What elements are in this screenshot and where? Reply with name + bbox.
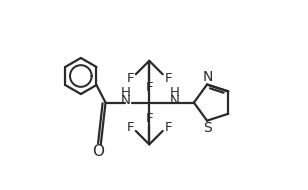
Text: O: O [92, 144, 104, 159]
Text: N: N [120, 94, 131, 107]
Text: H: H [120, 86, 131, 99]
Text: F: F [126, 72, 134, 85]
Text: F: F [164, 121, 172, 134]
Text: N: N [170, 94, 180, 107]
Text: S: S [203, 121, 212, 135]
Text: N: N [202, 70, 213, 84]
Text: F: F [164, 72, 172, 85]
Text: H: H [170, 86, 180, 99]
Text: F: F [126, 121, 134, 134]
Text: F: F [145, 81, 153, 93]
Text: F: F [145, 112, 153, 125]
